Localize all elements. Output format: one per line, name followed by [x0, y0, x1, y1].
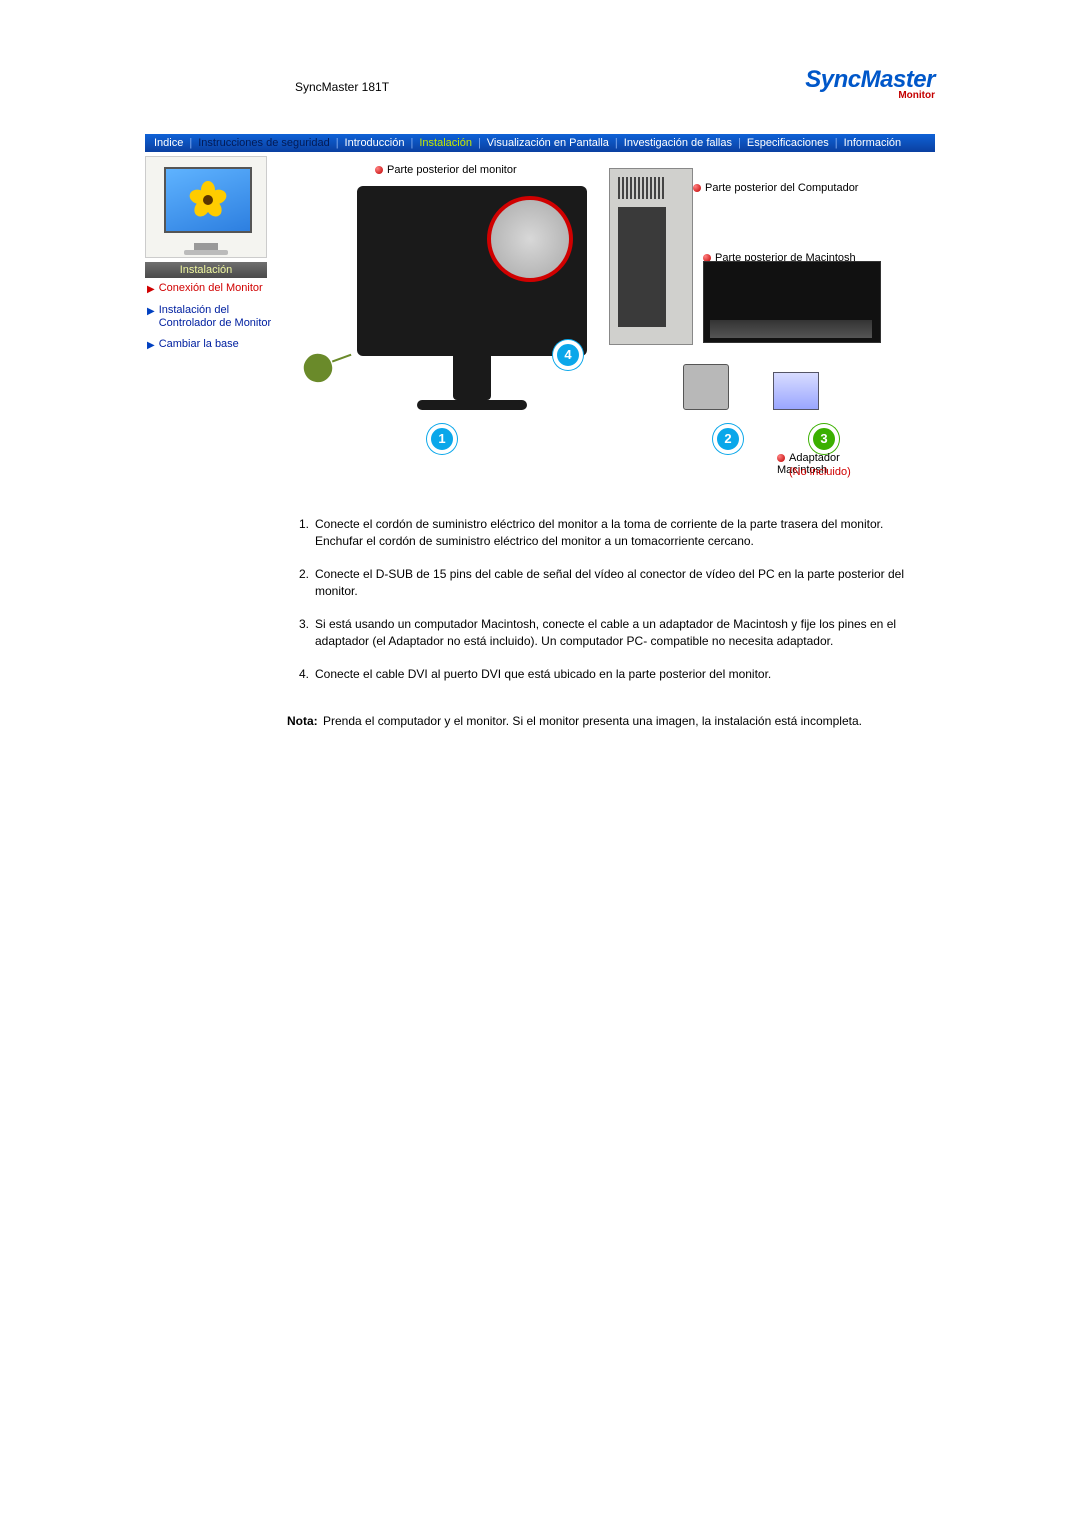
- content-row: Instalación ▶ Conexión del Monitor ▶ Ins…: [145, 156, 935, 730]
- connection-diagram: Parte posterior del monitor Parte poster…: [297, 156, 877, 486]
- connector-graphic: [683, 364, 729, 410]
- thumb-base: [184, 250, 228, 255]
- arrow-icon: ▶: [147, 339, 155, 352]
- nav-sep: |: [615, 137, 618, 149]
- nav-indice[interactable]: Indice: [154, 137, 183, 149]
- pc-tower-graphic: [609, 168, 693, 345]
- step-number: 4.: [287, 666, 315, 683]
- flower-icon: [191, 183, 225, 217]
- sidebar-item-controlador[interactable]: ▶ Instalación del Controlador de Monitor: [145, 300, 275, 334]
- sidebar-item-base[interactable]: ▶ Cambiar la base: [145, 334, 275, 356]
- thumb-screen: [164, 167, 252, 233]
- nav-sep: |: [478, 137, 481, 149]
- badge-3: 3: [809, 424, 839, 454]
- step-4: 4. Conecte el cable DVI al puerto DVI qu…: [287, 666, 935, 683]
- nav-vis[interactable]: Visualización en Pantalla: [487, 137, 609, 149]
- arrow-icon: ▶: [147, 283, 155, 296]
- label-pc-back: Parte posterior del Computador: [693, 182, 858, 194]
- sidebar: Instalación ▶ Conexión del Monitor ▶ Ins…: [145, 156, 275, 730]
- step-2: 2. Conecte el D-SUB de 15 pins del cable…: [287, 566, 935, 600]
- steps-list: 1. Conecte el cordón de suministro eléct…: [287, 516, 935, 683]
- badge-2: 2: [713, 424, 743, 454]
- nav-seguridad[interactable]: Instrucciones de seguridad: [198, 137, 329, 149]
- monitor-foot-graphic: [417, 400, 527, 410]
- note-text: Prenda el computador y el monitor. Si el…: [323, 713, 862, 730]
- nav-sep: |: [835, 137, 838, 149]
- sidebar-item-label: Instalación del Controlador de Monitor: [159, 304, 275, 330]
- bullet-icon: [777, 454, 785, 462]
- sidebar-item-label: Conexión del Monitor: [159, 282, 263, 295]
- note: Nota: Prenda el computador y el monitor.…: [287, 713, 935, 730]
- step-3: 3. Si está usando un computador Macintos…: [287, 616, 935, 650]
- step-1: 1. Conecte el cordón de suministro eléct…: [287, 516, 935, 550]
- sidebar-thumbnail: [145, 156, 267, 258]
- logo-main: SyncMaster: [805, 66, 935, 93]
- top-nav: Indice | Instrucciones de seguridad | In…: [145, 134, 935, 152]
- label-adapter-note: (No incluido): [789, 466, 851, 478]
- label-monitor-back: Parte posterior del monitor: [375, 164, 517, 176]
- sidebar-item-label: Cambiar la base: [159, 338, 239, 351]
- badge-4: 4: [553, 340, 583, 370]
- adapter-graphic: [773, 372, 819, 410]
- note-label: Nota:: [287, 713, 323, 730]
- arrow-icon: ▶: [147, 305, 155, 318]
- nav-fallas[interactable]: Investigación de fallas: [624, 137, 732, 149]
- nav-instalacion[interactable]: Instalación: [419, 137, 472, 149]
- nav-especs[interactable]: Especificaciones: [747, 137, 829, 149]
- sidebar-section-title: Instalación: [145, 262, 267, 278]
- sidebar-item-conexion[interactable]: ▶ Conexión del Monitor: [145, 278, 275, 300]
- nav-sep: |: [189, 137, 192, 149]
- step-body: Conecte el cordón de suministro eléctric…: [315, 516, 935, 550]
- main-content: Parte posterior del monitor Parte poster…: [287, 156, 935, 730]
- mac-back-graphic: [703, 261, 881, 343]
- magnifier-icon: [487, 196, 573, 282]
- nav-intro[interactable]: Introducción: [345, 137, 405, 149]
- step-body: Si está usando un computador Macintosh, …: [315, 616, 935, 650]
- brand-logo: SyncMaster Monitor: [805, 66, 935, 101]
- step-body: Conecte el cable DVI al puerto DVI que e…: [315, 666, 935, 683]
- nav-info[interactable]: Información: [844, 137, 901, 149]
- plug-icon: ⬤─: [297, 338, 356, 387]
- badge-1: 1: [427, 424, 457, 454]
- step-number: 3.: [287, 616, 315, 650]
- nav-sep: |: [336, 137, 339, 149]
- nav-sep: |: [410, 137, 413, 149]
- page: SyncMaster 181T SyncMaster Monitor Indic…: [145, 80, 935, 730]
- step-number: 2.: [287, 566, 315, 600]
- bullet-icon: [375, 166, 383, 174]
- step-number: 1.: [287, 516, 315, 550]
- bullet-icon: [693, 184, 701, 192]
- nav-sep: |: [738, 137, 741, 149]
- logo-row: SyncMaster Monitor: [145, 100, 935, 134]
- step-body: Conecte el D-SUB de 15 pins del cable de…: [315, 566, 935, 600]
